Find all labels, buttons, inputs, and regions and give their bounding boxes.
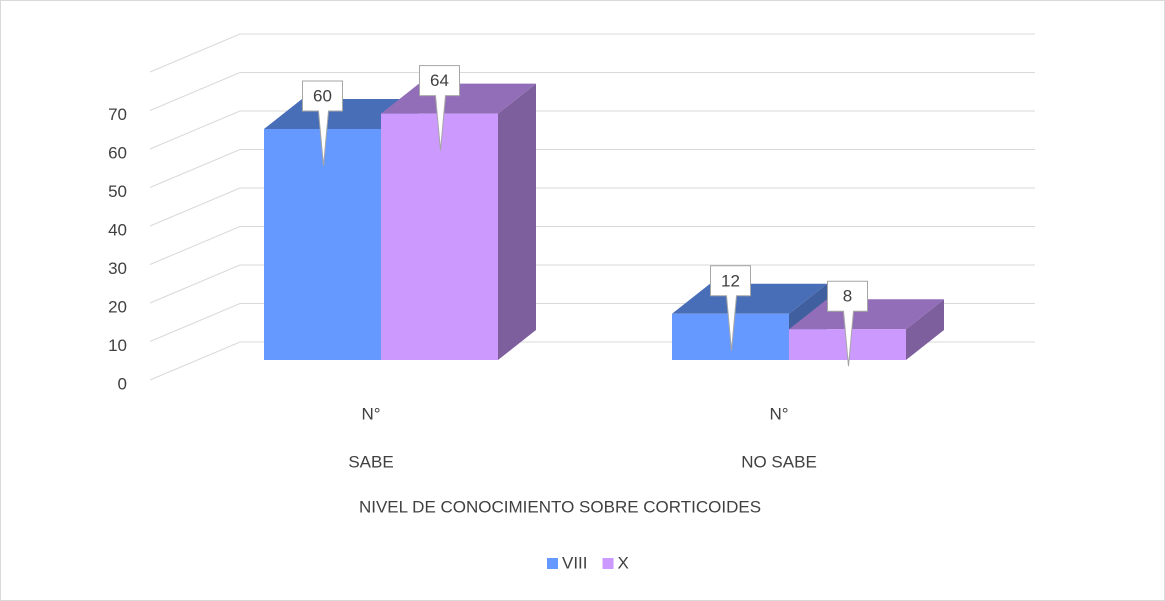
legend-swatch <box>602 558 614 569</box>
y-tick-label: 50 <box>108 182 127 201</box>
y-tick-label: 0 <box>118 374 127 393</box>
grid-line <box>149 33 1035 73</box>
legend-label: X <box>618 553 629 572</box>
grid-line <box>149 72 1035 111</box>
legend-label: VIII <box>562 553 588 572</box>
x-tick-label: N° <box>769 404 788 423</box>
data-label-callout <box>419 65 460 151</box>
y-tick-label: 30 <box>108 259 127 278</box>
legend-swatch <box>547 558 558 569</box>
y-tick-label: 40 <box>108 220 127 239</box>
data-label: 8 <box>843 287 852 306</box>
y-tick-label: 60 <box>108 143 127 162</box>
data-label: 60 <box>313 86 332 105</box>
grid-line <box>149 110 1035 150</box>
grid-line <box>149 226 1035 265</box>
x-tick-label: NO SABE <box>741 452 817 471</box>
x-tick-label: SABE <box>348 452 393 471</box>
grid-line <box>149 187 1035 227</box>
data-label: 12 <box>721 271 740 290</box>
x-axis-title: NIVEL DE CONOCIMIENTO SOBRE CORTICOIDES <box>359 497 761 516</box>
bar-side <box>498 83 536 360</box>
y-tick-label: 70 <box>108 105 127 124</box>
data-label-callout <box>710 265 751 351</box>
bar-side <box>906 299 944 360</box>
data-label: 64 <box>430 71 449 90</box>
bar <box>381 113 498 360</box>
y-tick-label: 20 <box>108 297 127 316</box>
bar <box>264 129 381 360</box>
grid-line <box>149 264 1035 304</box>
data-label-callout <box>302 80 343 167</box>
y-tick-label: 10 <box>108 336 127 355</box>
grid-line <box>149 149 1035 188</box>
data-label-callout <box>827 280 868 367</box>
x-tick-label: N° <box>361 404 380 423</box>
